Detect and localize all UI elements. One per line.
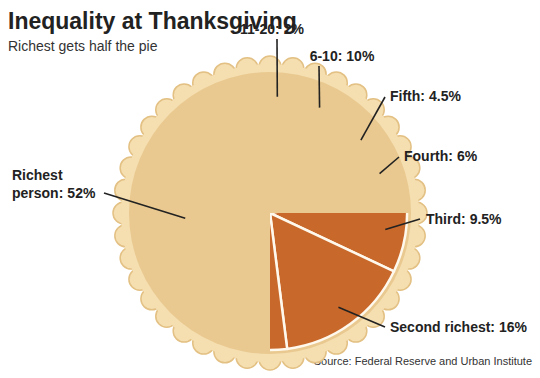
subtitle: Richest gets half the pie [8, 38, 158, 54]
leader-line [338, 307, 385, 327]
label-category: Fifth: [390, 88, 425, 104]
label-category: Fourth: [404, 148, 453, 164]
label-value: 4.5% [429, 88, 461, 104]
data-label: Third:9.5% [426, 211, 502, 227]
label-category: person: [12, 185, 63, 201]
leader-line [361, 97, 385, 140]
data-label: 11-20:2% [240, 21, 304, 37]
label-category: Third: [426, 211, 466, 227]
data-label: Richest person:52% [12, 167, 96, 201]
crust [113, 56, 427, 370]
crust-rim [129, 72, 411, 354]
label-value: 9.5% [470, 211, 502, 227]
label-category: 6-10: [310, 48, 343, 64]
leader-line [276, 39, 278, 97]
label-value: 10% [346, 48, 375, 64]
data-labels: 11-20:2% 6-10:10% Fifth:4.5% Fourth:6% Third… [12, 21, 528, 335]
label-value: 6% [457, 148, 478, 164]
data-label: Fifth:4.5% [390, 88, 461, 104]
chart: Inequality at ThanksgivingRichest gets h… [0, 0, 540, 378]
pie-slice [270, 213, 287, 350]
slices [270, 213, 407, 350]
leader-line [104, 193, 185, 218]
label-category: 11-20: [240, 21, 280, 37]
label-value: 2% [284, 21, 305, 37]
label-category: Second richest: [390, 319, 495, 335]
data-label: 6-10:10% [310, 48, 375, 64]
data-label: Second richest:16% [390, 319, 528, 335]
pie-slice [270, 213, 394, 349]
leader-line [380, 157, 399, 174]
label-category: Richest [12, 167, 63, 183]
label-value: 52% [67, 185, 96, 201]
leader-line [385, 219, 420, 229]
label-value: 16% [499, 319, 528, 335]
data-label: Fourth:6% [404, 148, 478, 164]
annotation: Source: Federal Reserve and Urban Instit… [314, 355, 532, 367]
leader-line [318, 66, 320, 108]
